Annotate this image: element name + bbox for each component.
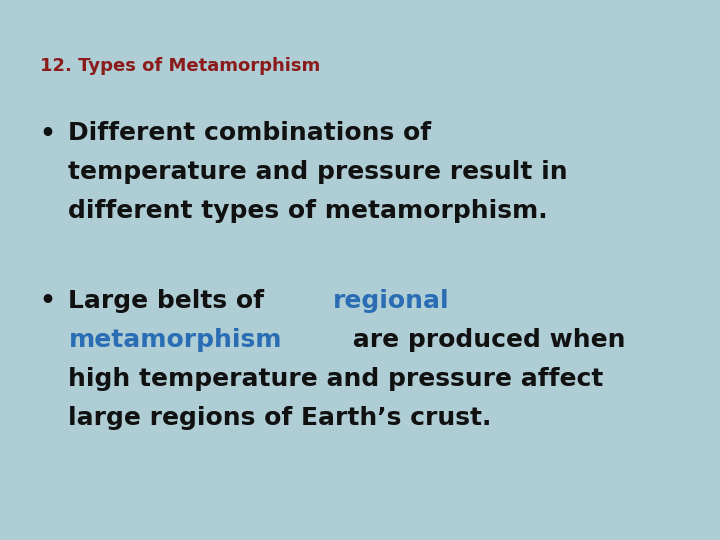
Text: large regions of Earth’s crust.: large regions of Earth’s crust. bbox=[68, 406, 492, 429]
Text: are produced when: are produced when bbox=[344, 328, 626, 352]
Text: Large belts of: Large belts of bbox=[68, 289, 273, 313]
Text: 12. Types of Metamorphism: 12. Types of Metamorphism bbox=[40, 57, 320, 75]
Text: Different combinations of: Different combinations of bbox=[68, 122, 431, 145]
Text: different types of metamorphism.: different types of metamorphism. bbox=[68, 199, 548, 223]
Text: •: • bbox=[40, 122, 55, 145]
Text: temperature and pressure result in: temperature and pressure result in bbox=[68, 160, 568, 184]
Text: •: • bbox=[40, 289, 55, 313]
Text: regional: regional bbox=[333, 289, 449, 313]
Text: high temperature and pressure affect: high temperature and pressure affect bbox=[68, 367, 604, 390]
Text: metamorphism: metamorphism bbox=[68, 328, 282, 352]
